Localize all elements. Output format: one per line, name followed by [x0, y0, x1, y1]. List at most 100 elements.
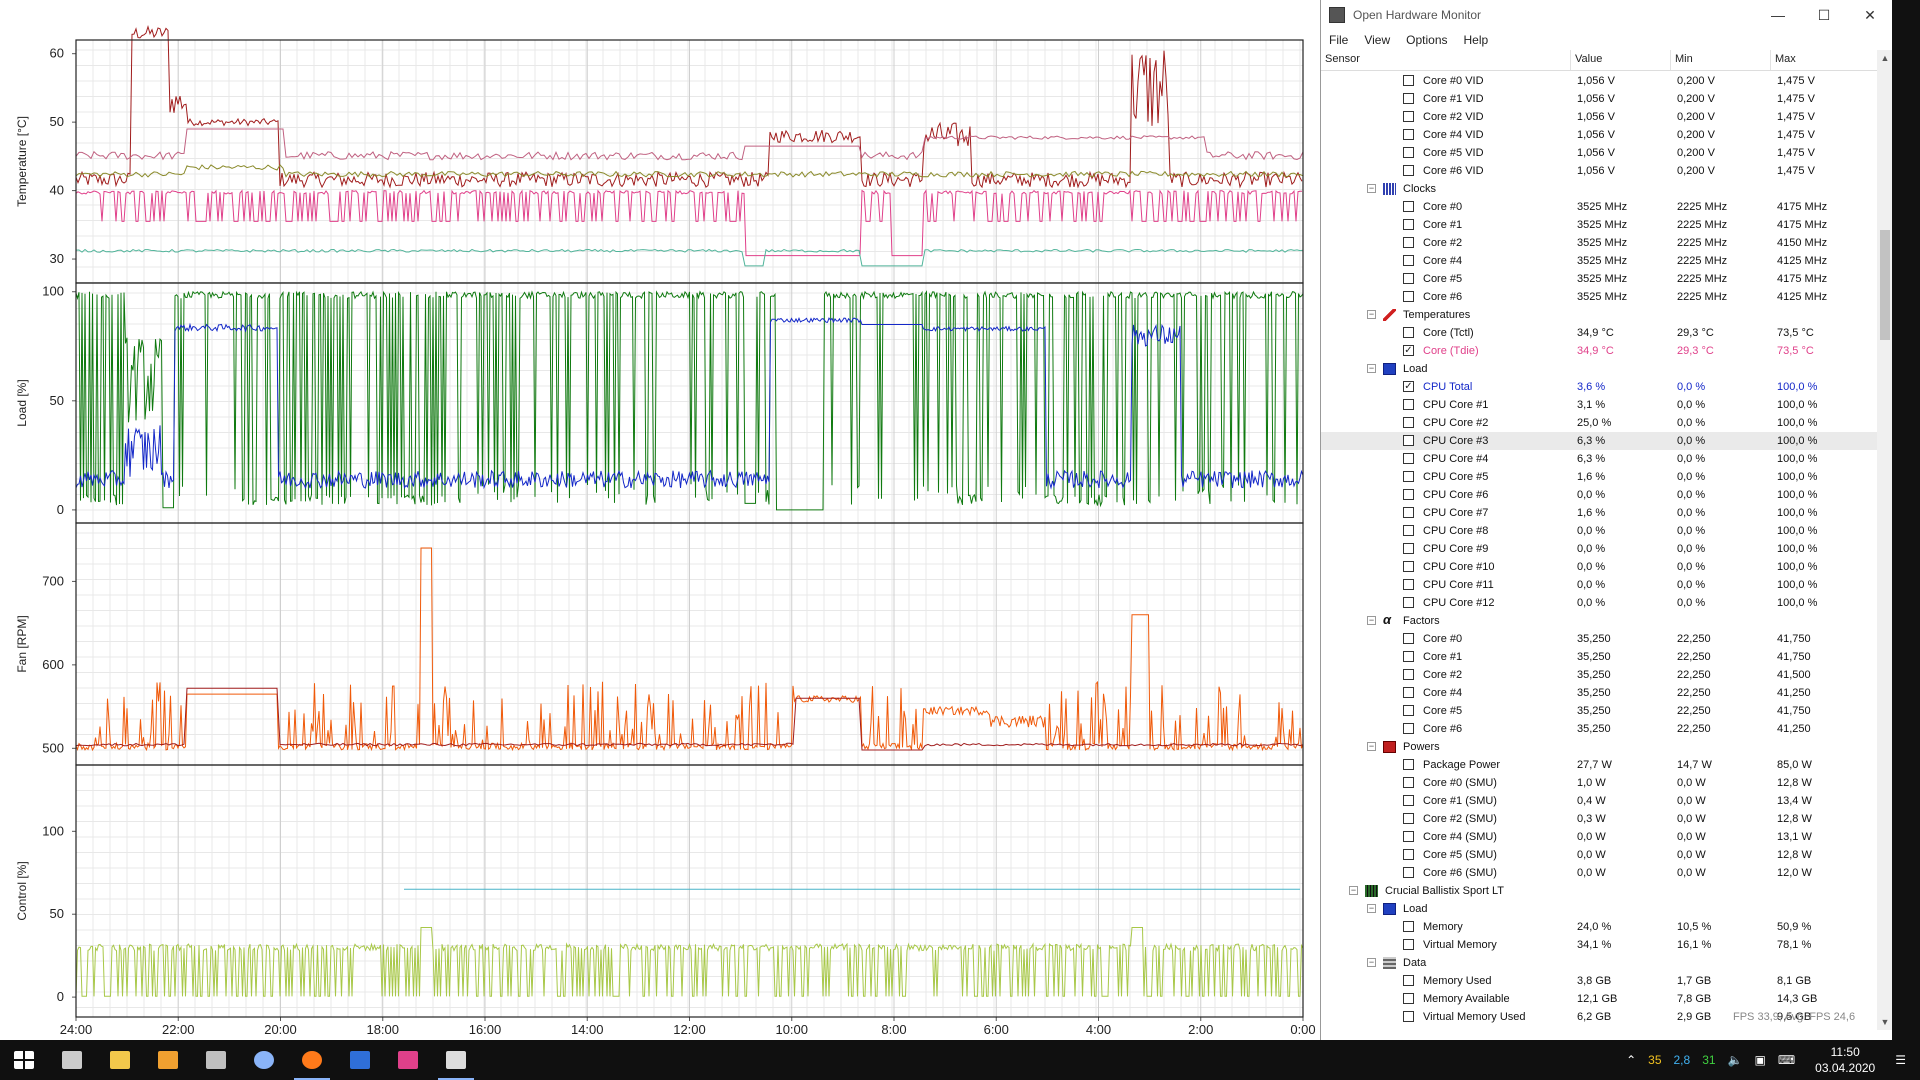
sensor-row[interactable]: Core #5 3525 MHz 2225 MHz 4175 MHz	[1321, 270, 1881, 288]
checkbox-icon[interactable]	[1403, 219, 1414, 230]
checkbox-icon[interactable]	[1403, 129, 1414, 140]
sensor-row[interactable]: CPU Core #1 3,1 % 0,0 % 100,0 %	[1321, 396, 1881, 414]
checkbox-icon[interactable]	[1403, 597, 1414, 608]
column-sensor[interactable]: Sensor	[1321, 50, 1571, 70]
checkbox-icon[interactable]	[1403, 111, 1414, 122]
collapse-icon[interactable]: −	[1367, 309, 1376, 319]
checkbox-icon[interactable]	[1403, 777, 1414, 788]
checkbox-icon[interactable]	[1403, 291, 1414, 302]
checkbox-icon[interactable]	[1403, 651, 1414, 662]
sensor-row[interactable]: Core #0 3525 MHz 2225 MHz 4175 MHz	[1321, 198, 1881, 216]
sensor-row[interactable]: ✓ CPU Total 3,6 % 0,0 % 100,0 %	[1321, 378, 1881, 396]
notification-icon[interactable]: ☰	[1895, 1053, 1906, 1067]
sensor-group-row[interactable]: − Load	[1321, 900, 1881, 918]
checkbox-icon[interactable]	[1403, 201, 1414, 212]
checkbox-icon[interactable]	[1403, 579, 1414, 590]
sensor-row[interactable]: Core #4 35,250 22,250 41,250	[1321, 684, 1881, 702]
sensor-row[interactable]: CPU Core #4 6,3 % 0,0 % 100,0 %	[1321, 450, 1881, 468]
sensor-row[interactable]: Core #5 35,250 22,250 41,750	[1321, 702, 1881, 720]
collapse-icon[interactable]: −	[1367, 183, 1376, 193]
checkbox-icon[interactable]	[1403, 687, 1414, 698]
taskbar-app[interactable]	[240, 1040, 288, 1080]
checkbox-icon[interactable]	[1403, 975, 1414, 986]
checkbox-icon[interactable]	[1403, 273, 1414, 284]
sensor-group-row[interactable]: − α Factors	[1321, 612, 1881, 630]
sensor-row[interactable]: Core (Tctl) 34,9 °C 29,3 °C 73,5 °C	[1321, 324, 1881, 342]
checkbox-icon[interactable]	[1403, 759, 1414, 770]
checkbox-icon[interactable]	[1403, 453, 1414, 464]
sensor-row[interactable]: Core #2 3525 MHz 2225 MHz 4150 MHz	[1321, 234, 1881, 252]
sensor-row[interactable]: Memory Available 12,1 GB 7,8 GB 14,3 GB	[1321, 990, 1881, 1008]
keyboard-icon[interactable]: ⌨	[1777, 1053, 1796, 1067]
sensor-group-row[interactable]: − Load	[1321, 360, 1881, 378]
sensor-row[interactable]: Core #2 (SMU) 0,3 W 0,0 W 12,8 W	[1321, 810, 1881, 828]
collapse-icon[interactable]: −	[1367, 363, 1376, 373]
checkbox-icon[interactable]	[1403, 525, 1414, 536]
taskbar-app[interactable]	[48, 1040, 96, 1080]
menu-file[interactable]: File	[1329, 33, 1349, 47]
sensor-row[interactable]: Core #2 35,250 22,250 41,500	[1321, 666, 1881, 684]
sensor-row[interactable]: Core #0 VID 1,056 V 0,200 V 1,475 V	[1321, 72, 1881, 90]
sensor-row[interactable]: CPU Core #12 0,0 % 0,0 % 100,0 %	[1321, 594, 1881, 612]
checkbox-icon[interactable]	[1403, 921, 1414, 932]
checkbox-icon[interactable]	[1403, 237, 1414, 248]
checkbox-icon[interactable]: ✓	[1403, 381, 1414, 392]
sensor-row[interactable]: Core #1 35,250 22,250 41,750	[1321, 648, 1881, 666]
checkbox-icon[interactable]	[1403, 1011, 1414, 1022]
sensor-row[interactable]: ✓ Core (Tdie) 34,9 °C 29,3 °C 73,5 °C	[1321, 342, 1881, 360]
menu-help[interactable]: Help	[1463, 33, 1489, 47]
sensor-row[interactable]: Core #0 (SMU) 1,0 W 0,0 W 12,8 W	[1321, 774, 1881, 792]
collapse-icon[interactable]: −	[1367, 615, 1376, 625]
taskbar-app[interactable]	[336, 1040, 384, 1080]
column-max[interactable]: Max	[1771, 50, 1881, 70]
speaker-icon[interactable]: 🔈	[1727, 1053, 1743, 1067]
scroll-thumb[interactable]	[1880, 230, 1890, 340]
sensor-group-row[interactable]: − Clocks	[1321, 180, 1881, 198]
sensor-group-row[interactable]: − Temperatures	[1321, 306, 1881, 324]
hardware-row[interactable]: − Crucial Ballistix Sport LT	[1321, 882, 1881, 900]
sensor-row[interactable]: Core #5 VID 1,056 V 0,200 V 1,475 V	[1321, 144, 1881, 162]
collapse-icon[interactable]: −	[1367, 741, 1376, 751]
scroll-up-icon[interactable]: ▲	[1880, 53, 1890, 63]
sensor-row[interactable]: Core #0 35,250 22,250 41,750	[1321, 630, 1881, 648]
sensor-group-row[interactable]: − Data	[1321, 954, 1881, 972]
column-min[interactable]: Min	[1671, 50, 1771, 70]
sensor-row[interactable]: Core #1 VID 1,056 V 0,200 V 1,475 V	[1321, 90, 1881, 108]
checkbox-icon[interactable]	[1403, 795, 1414, 806]
taskbar-app[interactable]	[96, 1040, 144, 1080]
collapse-icon[interactable]: −	[1367, 957, 1376, 967]
checkbox-icon[interactable]	[1403, 399, 1414, 410]
sensor-row[interactable]: CPU Core #2 25,0 % 0,0 % 100,0 %	[1321, 414, 1881, 432]
sensor-row[interactable]: Core #4 VID 1,056 V 0,200 V 1,475 V	[1321, 126, 1881, 144]
checkbox-icon[interactable]	[1403, 669, 1414, 680]
checkbox-icon[interactable]	[1403, 327, 1414, 338]
sensor-row[interactable]: CPU Core #11 0,0 % 0,0 % 100,0 %	[1321, 576, 1881, 594]
checkbox-icon[interactable]	[1403, 489, 1414, 500]
sensor-row[interactable]: CPU Core #10 0,0 % 0,0 % 100,0 %	[1321, 558, 1881, 576]
menu-options[interactable]: Options	[1406, 33, 1448, 47]
checkbox-icon[interactable]	[1403, 939, 1414, 950]
clock[interactable]: 11:50 03.04.2020	[1815, 1044, 1875, 1076]
checkbox-icon[interactable]	[1403, 165, 1414, 176]
sensor-row[interactable]: Core #4 3525 MHz 2225 MHz 4125 MHz	[1321, 252, 1881, 270]
checkbox-icon[interactable]	[1403, 93, 1414, 104]
checkbox-icon[interactable]	[1403, 633, 1414, 644]
checkbox-icon[interactable]	[1403, 471, 1414, 482]
checkbox-icon[interactable]	[1403, 435, 1414, 446]
checkbox-icon[interactable]	[1403, 417, 1414, 428]
taskbar-app[interactable]	[288, 1040, 336, 1080]
menu-view[interactable]: View	[1364, 33, 1391, 47]
checkbox-icon[interactable]	[1403, 543, 1414, 554]
sensor-row[interactable]: CPU Core #7 1,6 % 0,0 % 100,0 %	[1321, 504, 1881, 522]
checkbox-icon[interactable]	[1403, 75, 1414, 86]
sensor-row[interactable]: Core #1 (SMU) 0,4 W 0,0 W 13,4 W	[1321, 792, 1881, 810]
close-button[interactable]: ✕	[1864, 6, 1876, 23]
sensor-group-row[interactable]: − Powers	[1321, 738, 1881, 756]
sensor-row[interactable]: Package Power 27,7 W 14,7 W 85,0 W	[1321, 756, 1881, 774]
sensor-row[interactable]: CPU Core #3 6,3 % 0,0 % 100,0 %	[1321, 432, 1881, 450]
collapse-icon[interactable]: −	[1349, 885, 1358, 895]
sensor-row[interactable]: CPU Core #8 0,0 % 0,0 % 100,0 %	[1321, 522, 1881, 540]
sensor-row[interactable]: Core #6 35,250 22,250 41,250	[1321, 720, 1881, 738]
checkbox-icon[interactable]	[1403, 813, 1414, 824]
network-icon[interactable]: ▣	[1754, 1053, 1766, 1067]
